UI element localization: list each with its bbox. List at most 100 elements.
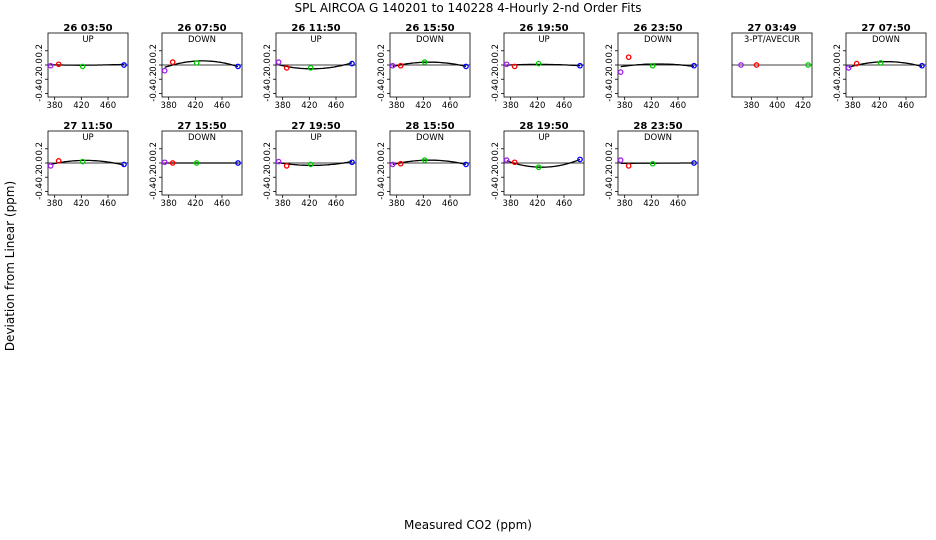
y-tick-label: -0.2 (35, 169, 45, 186)
data-point (691, 160, 697, 166)
x-tick-label: 460 (898, 101, 914, 111)
x-tick-label: 380 (845, 101, 861, 111)
fit-curve (392, 61, 467, 68)
y-tick-label: -0.2 (149, 169, 159, 186)
data-point (805, 62, 811, 68)
data-point (235, 160, 241, 166)
data-point (397, 160, 404, 167)
x-tick-label: 380 (617, 199, 633, 209)
panel-title: 26 19:50 (519, 23, 568, 34)
panel-title: 26 23:50 (633, 23, 682, 34)
x-tick-label: 400 (769, 101, 785, 111)
panel-title: 26 11:50 (291, 23, 340, 34)
panel-subtitle: DOWN (188, 35, 216, 45)
data-point (79, 63, 86, 70)
x-tick-label: 420 (73, 101, 89, 111)
fit-curve (392, 159, 467, 166)
panel-subtitle: UP (538, 133, 549, 143)
fit-curve (506, 158, 581, 168)
x-tick-label: 460 (442, 101, 458, 111)
panel-title: 26 07:50 (177, 23, 226, 34)
y-tick-label: 0.0 (377, 58, 387, 72)
panel-subtitle: UP (310, 35, 321, 45)
data-point (193, 160, 200, 166)
y-tick-label: 0.2 (263, 44, 273, 58)
data-point (307, 64, 314, 71)
y-tick-label: 0.2 (377, 142, 387, 156)
panel-subtitle: UP (310, 133, 321, 143)
panel-title: 27 19:50 (291, 121, 340, 132)
panel-title: 28 23:50 (633, 121, 682, 132)
data-point (503, 157, 510, 164)
figure-title: SPL AIRCOA G 140201 to 140228 4-Hourly 2… (294, 1, 642, 15)
x-tick-label: 420 (795, 101, 811, 111)
y-tick-label: -0.4 (35, 85, 45, 102)
y-tick-label: -0.4 (377, 85, 387, 102)
y-tick-label: -0.4 (263, 183, 273, 200)
y-tick-label: -0.2 (263, 71, 273, 88)
y-tick-label: 0.0 (263, 58, 273, 72)
y-tick-label: 0.0 (377, 156, 387, 170)
data-point (421, 59, 428, 66)
x-tick-label: 380 (47, 101, 63, 111)
y-tick-label: 0.0 (263, 156, 273, 170)
x-tick-label: 460 (100, 101, 116, 111)
y-tick-label: 0.0 (35, 156, 45, 170)
panel-subtitle: DOWN (188, 133, 216, 143)
data-point (389, 161, 396, 168)
x-tick-label: 380 (743, 101, 759, 111)
x-tick-label: 460 (442, 199, 458, 209)
y-tick-label: -0.2 (35, 71, 45, 88)
x-tick-label: 460 (214, 199, 230, 209)
y-tick-label: -0.2 (377, 71, 387, 88)
data-point (535, 60, 542, 67)
x-tick-label: 460 (328, 199, 344, 209)
data-point (421, 157, 428, 164)
data-point (511, 159, 518, 166)
data-point (79, 158, 86, 165)
data-point (617, 69, 624, 75)
x-tick-label: 420 (415, 101, 431, 111)
y-tick-label: 0.0 (149, 58, 159, 72)
y-tick-label: 0.0 (491, 156, 501, 170)
data-point (463, 63, 469, 70)
y-tick-label: 0.2 (35, 142, 45, 156)
x-tick-label: 380 (389, 101, 405, 111)
panel-subtitle: DOWN (416, 133, 444, 143)
x-tick-label: 460 (670, 101, 686, 111)
data-point (625, 54, 632, 61)
panel-subtitle: DOWN (644, 35, 672, 45)
y-tick-label: -0.4 (263, 85, 273, 102)
y-tick-label: -0.2 (605, 71, 615, 88)
y-axis-label: Deviation from Linear (ppm) (3, 180, 17, 352)
y-tick-label: -0.2 (377, 169, 387, 186)
data-point (389, 62, 396, 69)
y-tick-label: -0.4 (149, 183, 159, 200)
data-point (845, 64, 852, 71)
data-point (275, 158, 282, 165)
panel-subtitle: 3-PT/AVECUR (744, 35, 800, 45)
x-tick-label: 420 (187, 101, 203, 111)
fit-curve (848, 61, 923, 68)
data-point (283, 64, 290, 71)
y-tick-label: -0.2 (491, 71, 501, 88)
x-tick-label: 420 (529, 101, 545, 111)
panel-title: 27 15:50 (177, 121, 226, 132)
x-tick-label: 420 (73, 199, 89, 209)
y-tick-label: 0.2 (35, 44, 45, 58)
y-tick-label: -0.4 (149, 85, 159, 102)
data-point (535, 164, 542, 171)
x-tick-label: 420 (301, 199, 317, 209)
x-tick-label: 460 (556, 101, 572, 111)
y-tick-label: 0.0 (149, 156, 159, 170)
fit-curve (278, 62, 353, 70)
panel-subtitle: DOWN (416, 35, 444, 45)
data-point (511, 63, 518, 70)
data-point (617, 157, 624, 164)
y-tick-label: -0.2 (605, 169, 615, 186)
x-tick-label: 380 (503, 199, 519, 209)
